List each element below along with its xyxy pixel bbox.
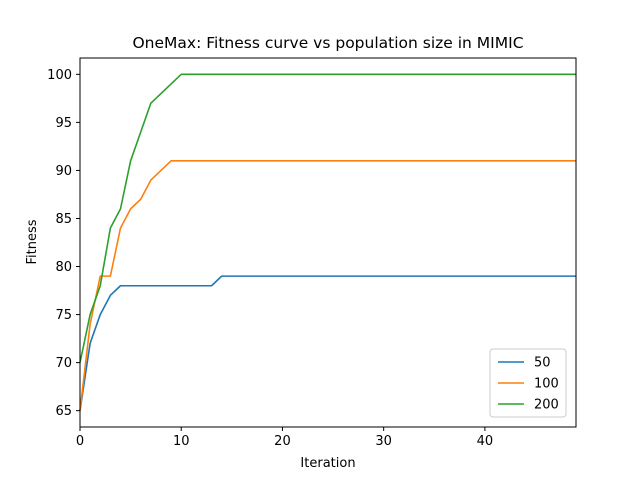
- plot-frame: [79, 57, 577, 428]
- legend-label-100: 100: [534, 377, 559, 392]
- y-tick-label: 85: [55, 212, 72, 227]
- y-axis-label: Fitness: [25, 219, 40, 264]
- x-tick-label: 40: [477, 434, 494, 449]
- x-tick-label: 20: [274, 434, 291, 449]
- legend: 50 100 200: [489, 348, 567, 418]
- x-tick-label: 0: [76, 434, 84, 449]
- y-tick-label: 100: [47, 68, 72, 83]
- y-tick-label: 65: [55, 404, 72, 419]
- chart-title: OneMax: Fitness curve vs population size…: [132, 34, 523, 52]
- y-tick-label: 80: [55, 260, 72, 275]
- series-line-200: [79, 73, 576, 363]
- y-axis: 65 70 75 80 85 90 95 100: [47, 68, 80, 419]
- x-axis-label: Iteration: [300, 456, 355, 471]
- series-line-50: [79, 275, 576, 411]
- x-axis: 0 10 20 30 40: [76, 427, 493, 449]
- series-line-100: [79, 160, 576, 411]
- y-tick-label: 90: [55, 164, 72, 179]
- y-tick-label: 95: [55, 116, 72, 131]
- legend-box: [489, 348, 567, 418]
- legend-label-50: 50: [534, 356, 551, 371]
- y-tick-label: 70: [55, 356, 72, 371]
- x-tick-label: 30: [375, 434, 392, 449]
- x-tick-label: 10: [173, 434, 190, 449]
- y-tick-label: 75: [55, 308, 72, 323]
- series-layer: [79, 73, 576, 411]
- legend-label-200: 200: [534, 398, 559, 413]
